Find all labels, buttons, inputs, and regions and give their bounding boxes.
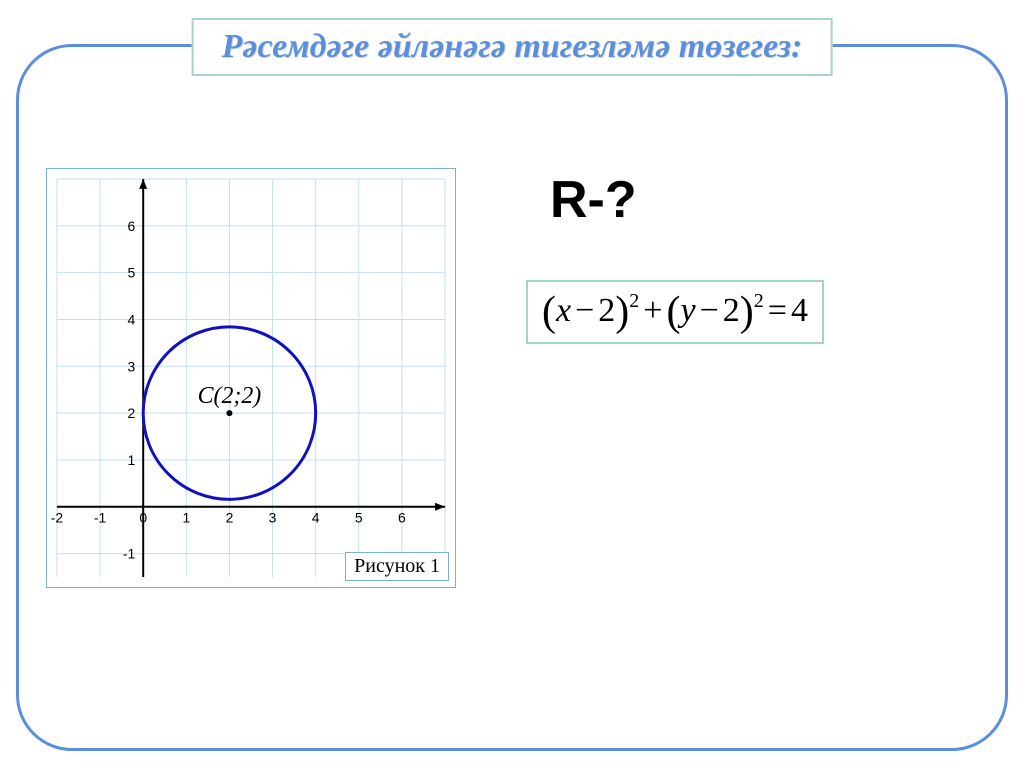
svg-text:1: 1	[182, 510, 190, 526]
svg-text:6: 6	[127, 218, 135, 234]
slide-title: Рәсемдәге әйләнәгә тигезләмә төзегез:	[222, 28, 803, 66]
svg-text:5: 5	[355, 510, 363, 526]
coordinate-chart: -2 -1 0 1 2 3 4 5 6 -1 1 2 3 4 5 6 C(2;2)	[47, 169, 455, 587]
title-box: Рәсемдәге әйләнәгә тигезләмә төзегез:	[192, 18, 833, 76]
equation-a: 2	[598, 292, 615, 329]
svg-text:2: 2	[127, 405, 135, 421]
figure-caption: Рисунок 1	[345, 552, 449, 581]
svg-text:-2: -2	[51, 510, 64, 526]
equation-plus: +	[639, 292, 666, 329]
svg-text:3: 3	[127, 358, 135, 374]
svg-text:-1: -1	[123, 546, 136, 562]
equation-paren-open: (	[542, 289, 556, 335]
equation-sq2: 2	[754, 290, 764, 312]
equation-eq: =	[764, 292, 791, 329]
chart-container: -2 -1 0 1 2 3 4 5 6 -1 1 2 3 4 5 6 C(2;2) Рисунок 1	[46, 168, 456, 588]
equation-paren-close2: )	[740, 289, 754, 335]
circle-equation: (x−2)2+(y−2)2=4	[526, 280, 824, 344]
equation-minus: −	[571, 292, 598, 329]
equation-paren-close: )	[615, 289, 629, 335]
equation-x: x	[556, 292, 571, 329]
svg-text:0: 0	[139, 510, 147, 526]
equation-y: y	[680, 292, 695, 329]
equation-sq1: 2	[629, 290, 639, 312]
svg-text:3: 3	[269, 510, 277, 526]
svg-text:2: 2	[226, 510, 234, 526]
svg-text:4: 4	[127, 311, 135, 327]
equation-minus2: −	[696, 292, 723, 329]
svg-text:C(2;2): C(2;2)	[198, 383, 262, 409]
svg-text:5: 5	[127, 265, 135, 281]
equation-rhs: 4	[791, 292, 808, 329]
svg-text:1: 1	[127, 452, 135, 468]
svg-text:6: 6	[398, 510, 406, 526]
equation-b: 2	[723, 292, 740, 329]
equation-paren-open2: (	[666, 289, 680, 335]
radius-question: R-?	[550, 170, 637, 230]
svg-text:4: 4	[312, 510, 320, 526]
svg-text:-1: -1	[94, 510, 107, 526]
